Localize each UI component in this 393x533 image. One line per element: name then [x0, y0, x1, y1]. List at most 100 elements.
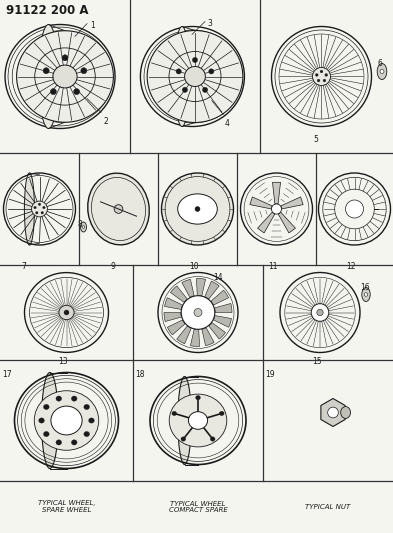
Circle shape	[328, 407, 338, 418]
Circle shape	[272, 204, 281, 214]
Text: TYPICAL NUT: TYPICAL NUT	[305, 504, 351, 510]
Ellipse shape	[56, 396, 62, 401]
Circle shape	[312, 68, 331, 85]
Text: 7: 7	[22, 262, 26, 271]
Wedge shape	[164, 312, 182, 321]
Circle shape	[41, 212, 44, 214]
Ellipse shape	[24, 173, 35, 245]
Circle shape	[311, 304, 329, 321]
Wedge shape	[205, 281, 219, 299]
Circle shape	[202, 87, 208, 92]
Ellipse shape	[341, 407, 351, 418]
Wedge shape	[177, 326, 191, 344]
Ellipse shape	[56, 440, 62, 445]
Ellipse shape	[72, 440, 77, 445]
Ellipse shape	[81, 222, 86, 232]
Ellipse shape	[172, 411, 177, 416]
Text: 15: 15	[312, 357, 321, 366]
Circle shape	[194, 309, 202, 317]
Text: 14: 14	[213, 273, 222, 282]
Wedge shape	[196, 279, 206, 296]
Text: 5: 5	[314, 134, 318, 143]
Ellipse shape	[39, 25, 59, 128]
Text: 91122 200 A: 91122 200 A	[6, 4, 88, 17]
Polygon shape	[272, 182, 281, 204]
Text: 1: 1	[90, 20, 95, 29]
Text: 19: 19	[265, 370, 275, 379]
Ellipse shape	[84, 431, 90, 437]
Circle shape	[323, 79, 326, 82]
Circle shape	[345, 200, 364, 218]
Ellipse shape	[147, 30, 243, 123]
Circle shape	[73, 88, 80, 95]
Ellipse shape	[210, 437, 215, 441]
Text: 10: 10	[189, 262, 199, 271]
Circle shape	[38, 203, 41, 206]
Circle shape	[114, 205, 123, 213]
Ellipse shape	[53, 65, 77, 88]
Text: 9: 9	[110, 262, 116, 271]
Circle shape	[209, 69, 214, 74]
Circle shape	[195, 206, 200, 212]
Circle shape	[325, 74, 328, 76]
Ellipse shape	[34, 391, 99, 450]
Text: 11: 11	[268, 262, 278, 271]
Wedge shape	[215, 303, 232, 312]
Text: 2: 2	[103, 117, 108, 125]
Circle shape	[364, 293, 368, 296]
Circle shape	[182, 87, 187, 92]
Text: 6: 6	[378, 59, 383, 68]
Circle shape	[64, 310, 69, 315]
Circle shape	[34, 206, 36, 209]
Ellipse shape	[88, 173, 149, 245]
Wedge shape	[202, 328, 214, 345]
Ellipse shape	[362, 287, 370, 302]
Polygon shape	[281, 197, 303, 209]
Wedge shape	[182, 279, 194, 297]
Ellipse shape	[196, 395, 200, 400]
Circle shape	[82, 226, 85, 228]
Circle shape	[315, 74, 318, 76]
Circle shape	[181, 296, 215, 329]
Ellipse shape	[178, 194, 217, 224]
Ellipse shape	[59, 305, 74, 320]
Ellipse shape	[84, 405, 90, 409]
Circle shape	[43, 206, 45, 209]
Polygon shape	[250, 197, 272, 209]
Ellipse shape	[42, 373, 58, 469]
Ellipse shape	[88, 418, 94, 423]
Circle shape	[62, 55, 68, 61]
Text: 13: 13	[59, 357, 68, 366]
Circle shape	[193, 58, 198, 62]
Wedge shape	[211, 290, 229, 305]
Text: 16: 16	[360, 282, 370, 292]
Text: 3: 3	[207, 19, 212, 28]
Polygon shape	[257, 212, 275, 233]
Ellipse shape	[169, 394, 227, 447]
Text: 8: 8	[77, 220, 82, 229]
Ellipse shape	[44, 405, 49, 409]
Ellipse shape	[181, 437, 186, 441]
Ellipse shape	[178, 376, 191, 464]
Ellipse shape	[44, 431, 49, 437]
Ellipse shape	[377, 63, 387, 79]
Circle shape	[162, 173, 233, 245]
Polygon shape	[321, 399, 345, 426]
Ellipse shape	[219, 411, 224, 416]
Ellipse shape	[51, 406, 82, 435]
Circle shape	[320, 70, 323, 73]
Circle shape	[43, 68, 49, 74]
Text: TYPICAL WHEEL
COMPACT SPARE: TYPICAL WHEEL COMPACT SPARE	[169, 500, 228, 513]
Circle shape	[380, 69, 384, 74]
Wedge shape	[171, 286, 187, 302]
Ellipse shape	[17, 31, 114, 122]
Ellipse shape	[72, 396, 77, 401]
Text: 17: 17	[2, 370, 12, 379]
Wedge shape	[213, 316, 231, 327]
Wedge shape	[167, 320, 185, 335]
Circle shape	[81, 68, 87, 74]
Circle shape	[317, 79, 320, 82]
Wedge shape	[209, 322, 226, 339]
Circle shape	[31, 201, 48, 217]
Circle shape	[50, 88, 56, 95]
